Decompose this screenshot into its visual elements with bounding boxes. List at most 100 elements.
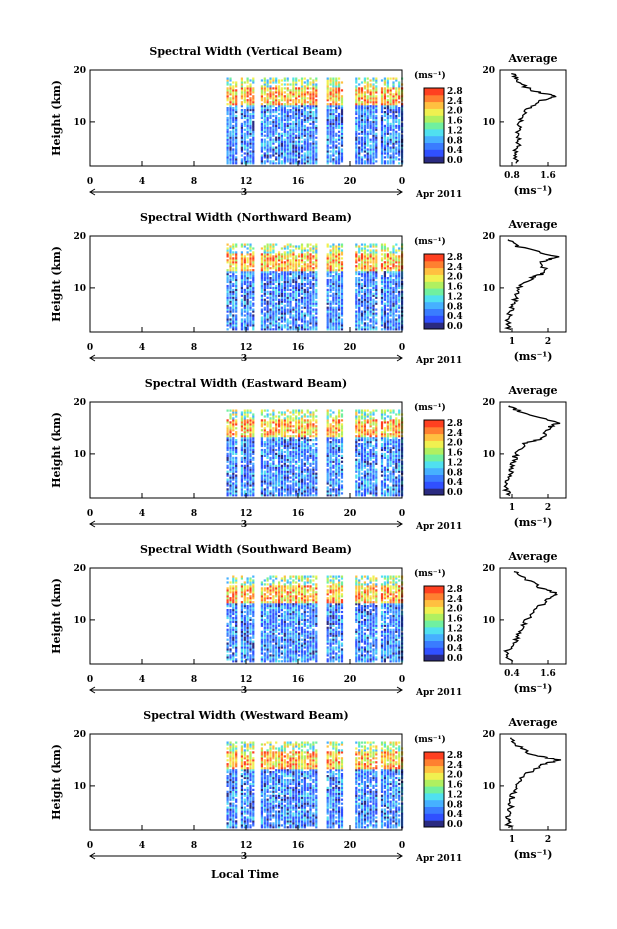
heatmap-cell: [309, 150, 312, 153]
heatmap-cell: [326, 126, 329, 129]
heatmap-cell: [380, 132, 384, 135]
heatmap-cell: [283, 146, 286, 149]
heatmap-cell: [366, 292, 369, 295]
heatmap-cell: [363, 277, 366, 280]
heatmap-cell: [283, 294, 286, 297]
heatmap-cell: [380, 318, 384, 321]
heatmap-cell: [235, 482, 238, 485]
heatmap-cell: [226, 275, 229, 278]
heatmap-cell: [392, 310, 395, 313]
heatmap-cell: [229, 265, 232, 268]
heatmap-cell: [249, 292, 252, 295]
average-x-tick-label: 0.8: [504, 171, 520, 181]
heatmap-cell: [326, 124, 329, 127]
heatmap-cell: [249, 132, 252, 135]
heatmap-cell: [300, 265, 304, 268]
heatmap-cell: [275, 320, 278, 323]
heatmap-cell: [300, 421, 304, 424]
heatmap-cell: [303, 437, 306, 440]
heatmap-cell: [269, 419, 272, 422]
heatmap-cell: [369, 312, 372, 315]
heatmap-cell: [360, 81, 364, 84]
colorbar-tick-label: 0.0: [447, 322, 463, 332]
heatmap-cell: [280, 91, 283, 94]
heatmap-cell: [260, 160, 263, 163]
heatmap-cell: [298, 294, 301, 297]
heatmap-cell: [280, 140, 283, 143]
heatmap-cell: [249, 443, 252, 446]
heatmap-cell: [372, 130, 375, 133]
heatmap-cell: [389, 263, 392, 266]
heatmap-cell: [292, 140, 295, 143]
heatmap-cell: [275, 486, 278, 489]
heatmap-cell: [392, 136, 395, 139]
heatmap-cell: [286, 154, 289, 157]
heatmap-cell: [240, 150, 243, 153]
heatmap-cell: [246, 81, 249, 84]
heatmap-cell: [272, 122, 275, 125]
heatmap-cell: [246, 273, 249, 276]
heatmap-cell: [260, 476, 263, 479]
heatmap-cell: [303, 450, 306, 454]
heatmap-cell: [303, 273, 306, 276]
heatmap-cell: [292, 144, 295, 147]
heatmap-cell: [232, 128, 235, 131]
heatmap-cell: [266, 251, 269, 254]
heatmap-cell: [306, 156, 309, 159]
heatmap-cell: [398, 81, 401, 84]
heatmap-cell: [226, 443, 229, 446]
heatmap-cell: [295, 450, 298, 454]
heatmap-cell: [260, 97, 263, 100]
heatmap-cell: [260, 324, 263, 327]
heatmap-cell: [306, 249, 309, 252]
heatmap-cell: [329, 146, 332, 149]
heatmap-cell: [398, 320, 401, 323]
heatmap-cell: [383, 103, 386, 106]
heatmap-cell: [309, 154, 312, 157]
colorbar-tick-label: 1.2: [447, 292, 463, 302]
heatmap-cell: [398, 136, 401, 139]
heatmap-cell: [252, 95, 255, 98]
heatmap-cell: [315, 255, 318, 258]
heatmap-cell: [272, 474, 275, 477]
heatmap-cell: [292, 294, 295, 297]
heatmap-cell: [252, 480, 255, 483]
heatmap-cell: [332, 99, 335, 102]
heatmap-cell: [340, 269, 344, 272]
heatmap-cell: [235, 265, 238, 268]
heatmap-cell: [326, 284, 329, 288]
heatmap-cell: [252, 101, 255, 104]
heatmap-cell: [295, 480, 298, 483]
heatmap-cell: [260, 322, 263, 325]
heatmap-cell: [300, 253, 304, 256]
heatmap-cell: [246, 271, 249, 274]
heatmap-cell: [266, 95, 269, 98]
heatmap-cell: [249, 284, 252, 288]
heatmap-cell: [243, 460, 246, 463]
heatmap-cell: [329, 324, 332, 327]
heatmap-cell: [226, 290, 229, 293]
heatmap-cell: [335, 286, 338, 289]
heatmap-cell: [298, 89, 301, 92]
heatmap-cell: [266, 142, 269, 145]
heatmap-cell: [269, 302, 272, 305]
heatmap-cell: [278, 156, 281, 159]
heatmap-cell: [263, 292, 266, 295]
heatmap-cell: [295, 105, 298, 108]
heatmap-cell: [369, 308, 372, 311]
heatmap-cell: [292, 450, 295, 454]
heatmap-cell: [292, 419, 295, 422]
heatmap-cell: [280, 456, 283, 459]
heatmap-cell: [389, 314, 392, 317]
heatmap-cell: [266, 296, 269, 299]
heatmap-cell: [283, 156, 286, 159]
heatmap-cell: [295, 417, 298, 420]
heatmap-cell: [298, 140, 301, 143]
heatmap-cell: [380, 93, 384, 96]
heatmap-cell: [249, 409, 252, 412]
heatmap-cell: [392, 130, 395, 133]
heatmap-cell: [360, 284, 364, 288]
heatmap-cell: [312, 296, 315, 299]
heatmap-cell: [326, 324, 329, 327]
heatmap-cell: [375, 101, 378, 104]
